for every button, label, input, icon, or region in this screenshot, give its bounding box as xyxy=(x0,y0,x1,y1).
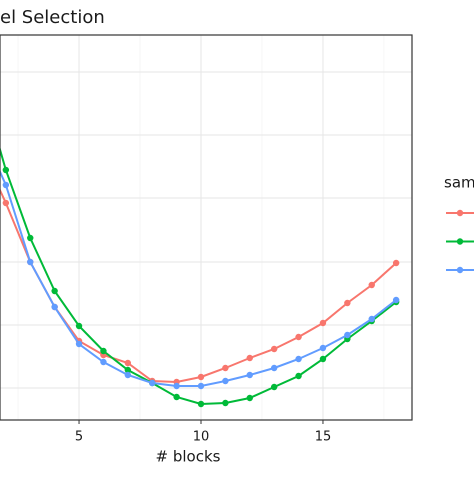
point xyxy=(2,199,10,207)
x-tick-label: 10 xyxy=(193,430,210,445)
point xyxy=(27,258,34,266)
point xyxy=(319,319,327,327)
point xyxy=(246,371,253,379)
point xyxy=(222,377,229,385)
legend-key-point xyxy=(456,238,464,245)
point xyxy=(392,296,400,304)
point xyxy=(222,364,229,372)
point xyxy=(319,355,327,363)
point xyxy=(270,383,278,391)
x-axis-title: # blocks xyxy=(156,448,221,466)
panel-border xyxy=(0,34,413,421)
point xyxy=(246,394,253,402)
point xyxy=(295,355,302,363)
point xyxy=(51,287,58,295)
point xyxy=(270,345,278,353)
x-tick-label: 5 xyxy=(75,430,83,445)
panel xyxy=(0,35,412,420)
point xyxy=(197,373,205,381)
point xyxy=(197,382,205,390)
point xyxy=(51,303,58,311)
legend xyxy=(446,209,474,274)
point xyxy=(173,382,180,390)
point xyxy=(270,364,278,372)
point xyxy=(2,166,10,174)
point xyxy=(222,399,229,407)
point xyxy=(295,372,302,380)
point xyxy=(75,340,83,348)
point xyxy=(173,393,180,401)
point xyxy=(100,358,107,366)
point xyxy=(392,259,400,267)
legend-key-point xyxy=(456,209,464,217)
chart-title: el Selection xyxy=(0,7,105,28)
point xyxy=(2,181,10,189)
point xyxy=(149,379,156,387)
plot xyxy=(0,145,400,408)
point xyxy=(197,400,205,408)
point xyxy=(124,359,132,367)
series-line xyxy=(0,145,397,406)
point xyxy=(319,344,327,352)
point xyxy=(75,322,83,330)
legend-title: sam xyxy=(444,174,474,192)
point xyxy=(100,347,107,355)
point xyxy=(295,333,302,341)
point xyxy=(368,281,375,289)
point xyxy=(368,315,375,323)
point xyxy=(344,331,351,339)
point xyxy=(246,354,253,362)
point xyxy=(344,299,351,307)
legend-key-point xyxy=(456,266,464,274)
x-tick-label: 15 xyxy=(315,430,332,445)
point xyxy=(27,234,34,242)
series-line xyxy=(0,169,397,387)
point xyxy=(124,371,132,379)
point xyxy=(124,366,132,374)
